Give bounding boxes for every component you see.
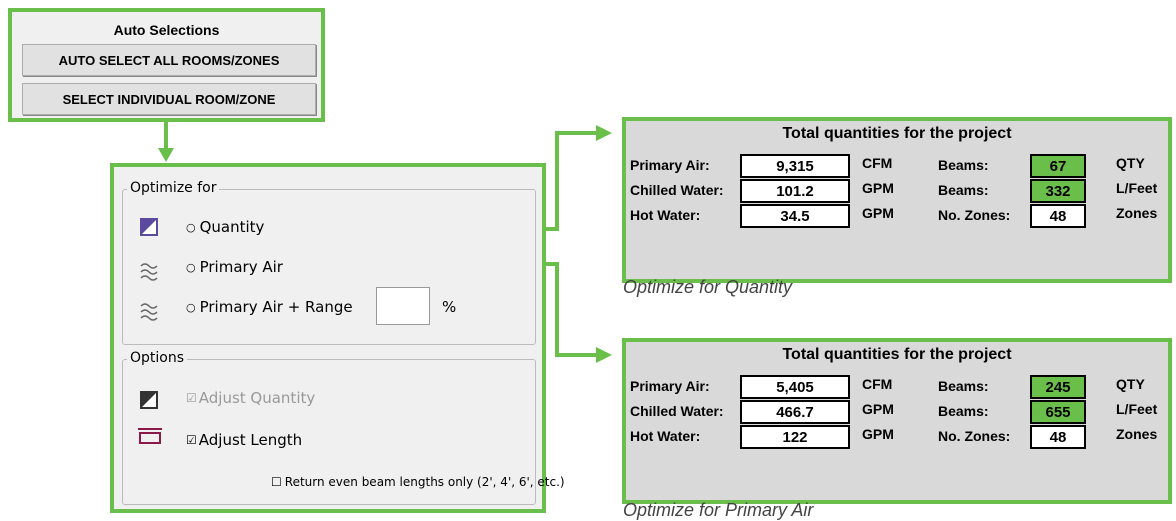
results-table: Total quantities for the project Primary …	[622, 338, 1172, 504]
unit: L/Feet	[1116, 401, 1158, 417]
row-label: Beams:	[938, 182, 989, 198]
unit: L/Feet	[1116, 180, 1158, 196]
optimization-panel: Optimize for ○ Quantity ○ Primary Air ○ Pri…	[110, 163, 565, 513]
checkbox-option[interactable]: ☑ Adjust Quantity	[186, 389, 316, 407]
unit: GPM	[862, 401, 894, 417]
table-title: Total quantities for the project	[782, 125, 1012, 142]
results-table: Total quantities for the project Primary …	[622, 117, 1172, 283]
value-box: 9,315	[740, 154, 850, 178]
option-label: Return even beam lengths only (2', 4', 6…	[284, 475, 565, 489]
row-label: Chilled Water:	[630, 182, 724, 198]
unit: GPM	[862, 180, 894, 196]
table-title: Total quantities for the project	[782, 346, 1012, 363]
unit: QTY	[1116, 155, 1145, 171]
unit: CFM	[862, 376, 893, 392]
unit: CFM	[862, 155, 893, 171]
group-title: Optimize for	[127, 180, 220, 196]
unit: QTY	[1116, 376, 1145, 392]
unit-label: %	[442, 298, 457, 316]
icons	[138, 391, 162, 444]
button[interactable]: SELECT INDIVIDUAL ROOM/ZONE	[22, 83, 316, 115]
row-label: Beams:	[938, 403, 989, 419]
value-box: 245	[1030, 375, 1086, 399]
radio-option[interactable]: ○ Primary Air + Range	[186, 298, 353, 316]
option-label: Quantity	[199, 218, 265, 236]
caption: Optimize for Quantity	[623, 277, 793, 297]
value-box: 48	[1030, 425, 1086, 449]
row-label: Chilled Water:	[630, 403, 724, 419]
caption: Optimize for Primary Air	[623, 500, 814, 520]
icons	[140, 218, 158, 321]
value-box: 48	[1030, 204, 1086, 228]
group-box: Options	[122, 350, 536, 505]
range-input[interactable]	[376, 287, 430, 325]
unit: Zones	[1116, 426, 1158, 442]
value-box: 5,405	[740, 375, 850, 399]
value-box: 655	[1030, 400, 1086, 424]
radio-option[interactable]: ○ Quantity	[186, 218, 265, 236]
row-label: Primary Air:	[630, 378, 710, 394]
auto-selections: Auto Selections AUTO SELECT ALL ROOMS/ZO…	[8, 8, 325, 122]
row-label: No. Zones:	[938, 428, 1011, 444]
option-label: Primary Air + Range	[199, 298, 353, 316]
option-label: Adjust Length	[198, 431, 303, 449]
group-title: Options	[127, 350, 188, 366]
value-box: 67	[1030, 154, 1086, 178]
value-box: 122	[740, 425, 850, 449]
value-box: 466.7	[740, 400, 850, 424]
unit: Zones	[1116, 205, 1158, 221]
row-label: Hot Water:	[630, 428, 701, 444]
group-box: Optimize for	[122, 180, 536, 345]
row-label: Beams:	[938, 157, 989, 173]
checkbox-option[interactable]: ☐ Return even beam lengths only (2', 4', …	[271, 475, 565, 489]
value-box: 101.2	[740, 179, 850, 203]
unit: GPM	[862, 205, 894, 221]
row-label: Beams:	[938, 378, 989, 394]
value-box: 332	[1030, 179, 1086, 203]
row-label: Primary Air:	[630, 157, 710, 173]
row-label: Hot Water:	[630, 207, 701, 223]
checkbox-option[interactable]: ☑ Adjust Length	[186, 431, 303, 449]
button[interactable]: AUTO SELECT ALL ROOMS/ZONES	[22, 44, 316, 76]
option-label: Adjust Quantity	[198, 389, 316, 407]
section-title: Auto Selections	[113, 22, 220, 38]
unit: GPM	[862, 426, 894, 442]
value-box: 34.5	[740, 204, 850, 228]
option-label: Primary Air	[199, 258, 283, 276]
radio-option[interactable]: ○ Primary Air	[186, 258, 283, 276]
row-label: No. Zones:	[938, 207, 1011, 223]
